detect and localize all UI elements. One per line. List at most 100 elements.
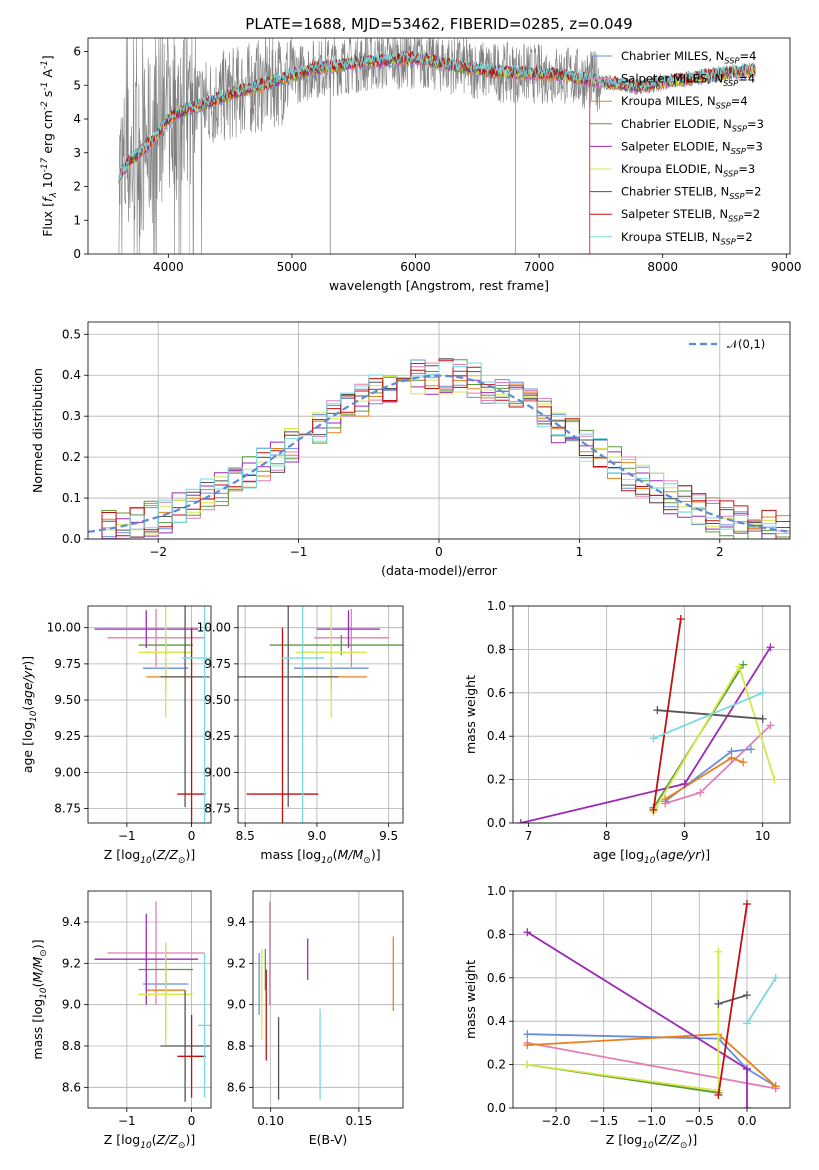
y-tick-label: 3 — [73, 146, 81, 160]
text-run: mass [log — [30, 999, 45, 1060]
y-tick-label: 9.2 — [227, 956, 246, 970]
x-tick-label: 8.5 — [236, 829, 255, 843]
weight-marker — [516, 819, 525, 823]
y-tick-label: 8.8 — [227, 1039, 246, 1053]
axes-frame — [252, 890, 404, 1109]
x-tick-label: 1 — [576, 545, 584, 559]
weight-marker — [770, 775, 779, 784]
math-script: SSP — [716, 101, 731, 111]
y-tick-label: 2 — [73, 180, 81, 194]
y-tick-label: 9.2 — [62, 956, 81, 970]
text-run: erg cm — [40, 110, 55, 158]
math-script: 10 — [644, 856, 656, 866]
y-tick-label: 9.00 — [54, 765, 81, 779]
x-tick-label: 0 — [435, 545, 443, 559]
axes-frame — [237, 605, 404, 824]
y-axis-label: mass [log10​(M/M⊙​)] — [30, 939, 49, 1059]
math-script: 10 — [140, 1141, 152, 1151]
text-run: Kroupa MILES, N — [621, 94, 716, 108]
text-run: Chabrier MILES, N — [621, 49, 724, 63]
math-script: -1 — [40, 60, 50, 69]
weight-line — [717, 903, 748, 1096]
text-run: wavelength [Angstrom, rest frame] — [329, 278, 549, 293]
math-script: SSP — [728, 214, 743, 224]
x-tick-label: −1.0 — [637, 1114, 666, 1128]
plot-area — [516, 615, 779, 823]
text-run: Salpeter ELODIE, N — [621, 139, 731, 153]
text-run: )] — [700, 847, 710, 862]
math-script: SSP — [723, 78, 738, 88]
weight-marker — [649, 805, 658, 814]
math-script: ⊙ — [178, 1141, 186, 1151]
text-run: )] — [20, 656, 35, 666]
axes-weight_vs_age: 7 8 9 10 0.0 0.2 0.4 0.6 0.8 1.0 age [log10​(age/y… — [463, 599, 791, 866]
text-run: ( — [152, 847, 157, 862]
legend-label: Salpeter STELIB, NSSP​=2 — [621, 207, 760, 223]
weight-marker — [739, 758, 748, 767]
math-run: Z/Z — [658, 1132, 681, 1147]
y-tick-label: 0.0 — [487, 1101, 506, 1115]
y-axis-label: age [log10​(age/yr)] — [20, 656, 39, 773]
math-run: age/yr — [20, 665, 35, 706]
y-tick-label: 0 — [73, 247, 81, 261]
math-script: -17 — [40, 157, 50, 172]
x-tick-label: 5000 — [277, 260, 308, 274]
text-run: Salpeter STELIB, N — [621, 207, 728, 221]
weight-marker — [735, 662, 744, 671]
x-tick-label: 0.10 — [257, 1114, 284, 1128]
math-script: SSP — [732, 123, 747, 133]
text-run: ( — [333, 847, 338, 862]
text-run: =2 — [736, 230, 753, 244]
math-run: 10 — [40, 172, 55, 192]
text-run: )] — [185, 1132, 195, 1147]
weight-marker — [523, 1060, 532, 1069]
math-script: ⊙ — [178, 856, 186, 866]
weight-marker — [758, 688, 767, 697]
y-tick-label: 8.8 — [62, 1039, 81, 1053]
weight-marker — [743, 1019, 752, 1028]
text-run: =2 — [744, 185, 761, 199]
weight-marker — [523, 928, 532, 937]
text-run: =4 — [731, 94, 748, 108]
x-tick-label: 9000 — [771, 260, 802, 274]
text-run: =4 — [738, 72, 755, 86]
x-tick-label: 0.0 — [737, 1114, 756, 1128]
x-tick-label: 8 — [603, 829, 611, 843]
weight-line — [653, 691, 764, 740]
math-run: age/yr — [660, 847, 701, 862]
text-run: )] — [185, 847, 195, 862]
y-tick-label: 4 — [73, 112, 81, 126]
text-run: =3 — [738, 162, 755, 176]
legend-label: Salpeter ELODIE, NSSP​=3 — [621, 139, 763, 155]
weight-marker — [746, 745, 755, 754]
plot-area — [118, 38, 756, 254]
chart-title: PLATE=1688, MJD=53462, FIBERID=0285, z=0… — [245, 15, 632, 33]
text-run: ( — [655, 847, 660, 862]
axes-frame — [87, 605, 212, 824]
x-tick-label: 4000 — [153, 260, 184, 274]
math-script: ⊙ — [363, 856, 371, 866]
text-run: age [log — [593, 847, 644, 862]
y-tick-label: 1.0 — [487, 884, 506, 898]
y-tick-label: 9.4 — [227, 915, 246, 929]
math-script: 10 — [321, 856, 333, 866]
plot-area — [88, 358, 790, 539]
weight-line — [520, 646, 772, 823]
legend-label: Kroupa MILES, NSSP​=4 — [621, 94, 748, 110]
y-tick-label: 6 — [73, 45, 81, 59]
axes-age_vs_Z: −1 0 8.75 9.00 9.25 9.50 9.75 10.00 Z [log10​(Z/… — [20, 605, 212, 866]
x-tick-label: 9.0 — [307, 829, 326, 843]
y-tick-label: 0.5 — [62, 327, 81, 341]
axes-age_vs_mass: 8.5 9.0 9.5 8.75 9.00 9.25 9.50 9.75 10.00 mass [… — [197, 605, 404, 866]
weight-marker — [653, 706, 662, 715]
text-run: ( — [30, 982, 45, 987]
text-run: Chabrier STELIB, N — [621, 185, 729, 199]
weight-marker — [758, 714, 767, 723]
x-tick-label: −2.0 — [541, 1114, 570, 1128]
x-tick-label: −1 — [290, 545, 308, 559]
math-run: M/M — [30, 956, 45, 982]
math-script: SSP — [731, 146, 746, 156]
math-run: 𝒩(0,1) — [727, 337, 765, 351]
text-run: s — [40, 91, 55, 102]
